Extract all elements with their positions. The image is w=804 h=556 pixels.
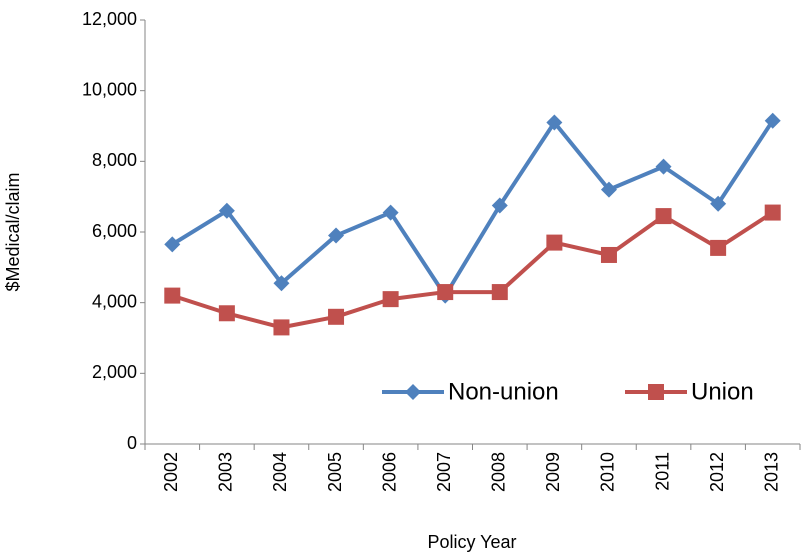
marker xyxy=(600,246,617,263)
y-tick-label: 12,000 xyxy=(82,9,137,29)
marker xyxy=(328,227,345,244)
marker xyxy=(382,291,399,308)
y-tick-label: 4,000 xyxy=(92,291,137,311)
x-tick-label: 2006 xyxy=(379,452,399,492)
y-tick-label: 8,000 xyxy=(92,150,137,170)
marker xyxy=(546,114,563,131)
marker xyxy=(273,319,290,336)
marker xyxy=(328,308,345,325)
legend-label: Non-union xyxy=(448,378,559,405)
x-tick-label: 2011 xyxy=(652,452,672,491)
x-tick-label: 2003 xyxy=(216,452,236,492)
marker xyxy=(600,181,617,198)
legend-marker xyxy=(405,384,421,400)
x-tick-label: 2004 xyxy=(270,452,290,492)
marker xyxy=(273,275,290,292)
marker xyxy=(164,236,181,253)
series-line xyxy=(171,119,775,298)
marker xyxy=(491,284,508,301)
marker xyxy=(655,208,672,225)
x-tick-label: 2007 xyxy=(434,452,454,492)
x-tick-label: 2010 xyxy=(598,452,618,492)
marker xyxy=(218,202,235,219)
marker xyxy=(164,287,181,304)
marker xyxy=(710,195,727,212)
legend-marker xyxy=(648,384,664,400)
marker xyxy=(655,158,672,175)
y-tick-label: 0 xyxy=(127,433,137,453)
y-tick-label: 2,000 xyxy=(92,362,137,382)
x-tick-label: 2002 xyxy=(161,452,181,492)
legend-label: Union xyxy=(691,378,754,405)
marker xyxy=(764,204,781,221)
y-axis-label: $Medical/claim xyxy=(3,172,23,291)
x-tick-label: 2009 xyxy=(543,452,563,492)
marker xyxy=(382,204,399,221)
x-tick-label: 2012 xyxy=(707,452,727,492)
marker xyxy=(546,234,563,251)
marker xyxy=(437,284,454,301)
x-tick-label: 2013 xyxy=(761,452,781,492)
marker xyxy=(491,197,508,214)
marker xyxy=(710,239,727,256)
marker xyxy=(764,112,781,129)
x-tick-label: 2005 xyxy=(325,452,345,492)
x-tick-label: 2008 xyxy=(489,452,509,492)
marker xyxy=(218,305,235,322)
x-axis-label: Policy Year xyxy=(427,532,516,552)
y-tick-label: 6,000 xyxy=(92,221,137,241)
series-line xyxy=(171,210,774,330)
y-tick-label: 10,000 xyxy=(82,79,137,99)
